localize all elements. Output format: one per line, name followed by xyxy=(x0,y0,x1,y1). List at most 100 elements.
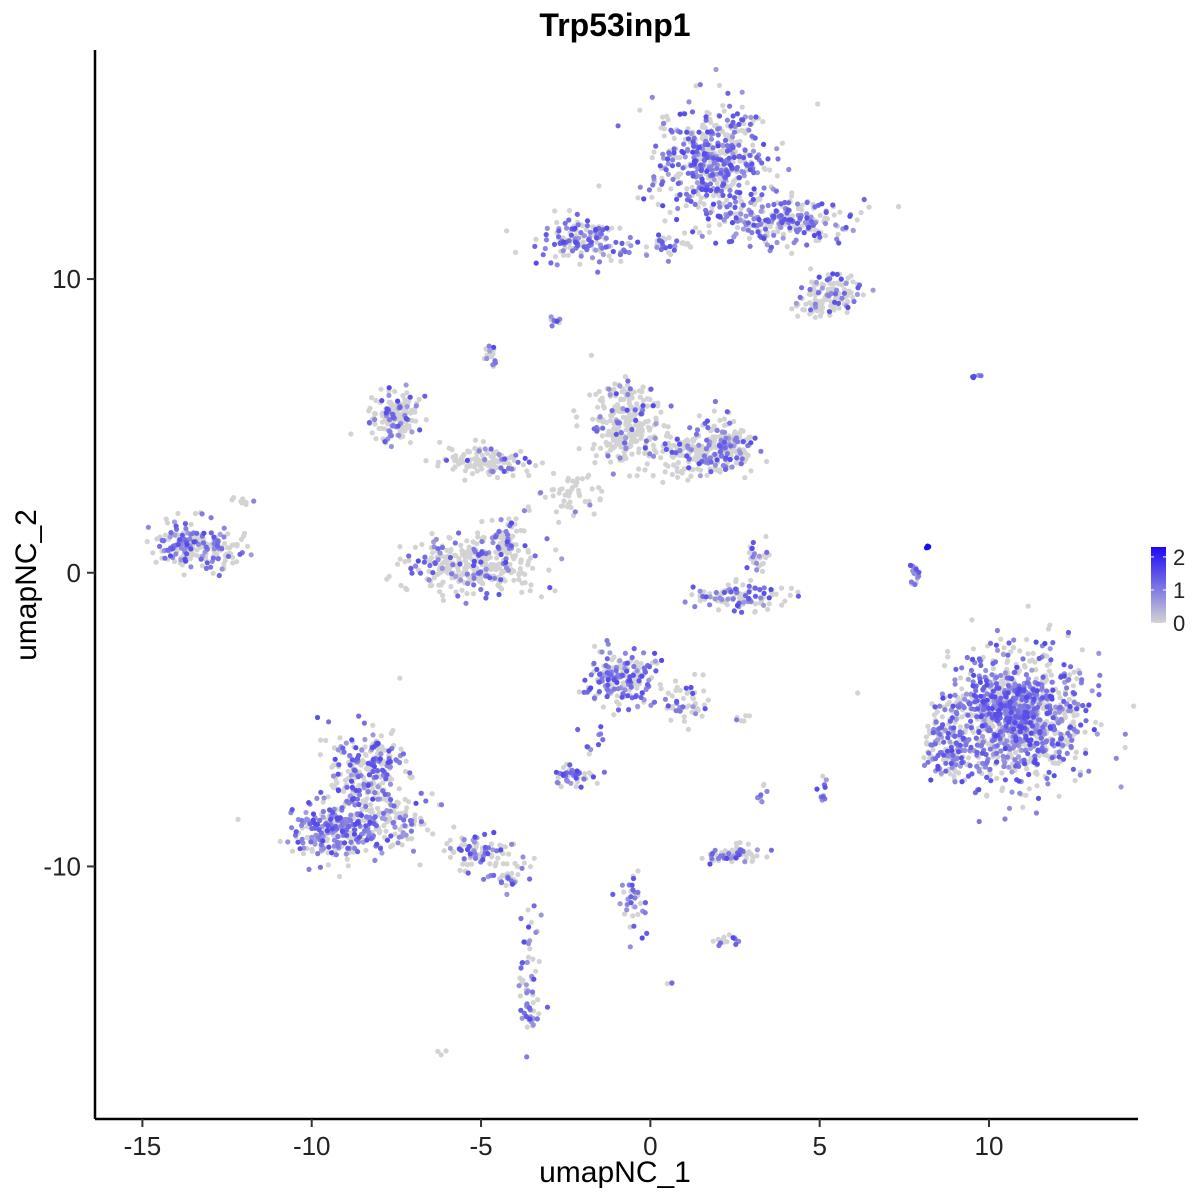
cell-point xyxy=(741,155,747,161)
cell-point xyxy=(1045,626,1052,632)
cell-point xyxy=(622,440,628,446)
cell-point xyxy=(182,521,188,527)
cell-point xyxy=(1094,731,1100,737)
cell-point xyxy=(544,1004,551,1010)
cell-point xyxy=(345,863,351,869)
cell-point xyxy=(596,679,602,685)
cell-point xyxy=(518,559,524,566)
cell-point xyxy=(728,123,734,129)
cell-point xyxy=(694,180,701,186)
cell-point xyxy=(565,478,571,484)
cell-point xyxy=(402,427,408,433)
cell-point xyxy=(715,132,721,138)
cell-point xyxy=(701,589,707,595)
cell-point xyxy=(431,544,437,550)
cell-point xyxy=(675,460,681,466)
cell-point xyxy=(930,730,936,736)
cell-point xyxy=(740,582,746,588)
cell-point xyxy=(495,544,501,550)
cell-point xyxy=(998,695,1004,701)
cell-point xyxy=(222,558,228,564)
cell-point xyxy=(1002,708,1009,714)
cell-point xyxy=(1049,755,1055,761)
cell-point xyxy=(774,146,780,152)
cell-point xyxy=(959,760,965,766)
cell-point xyxy=(489,517,495,523)
cell-point xyxy=(822,233,829,239)
cell-point xyxy=(712,596,718,602)
cell-point xyxy=(447,854,453,860)
cell-point xyxy=(449,447,455,453)
cell-point xyxy=(449,571,455,577)
cell-point xyxy=(430,831,436,837)
cell-point xyxy=(731,195,738,201)
cell-point xyxy=(520,462,527,468)
cell-point xyxy=(221,525,227,531)
cell-point xyxy=(860,292,866,298)
cell-point xyxy=(714,427,720,433)
cell-point xyxy=(642,467,648,473)
cell-point xyxy=(293,829,299,835)
cell-point xyxy=(504,891,510,898)
cell-point xyxy=(1065,730,1071,736)
cell-point xyxy=(144,538,150,545)
cell-point xyxy=(692,604,698,610)
cell-point xyxy=(511,457,517,463)
cell-point xyxy=(717,175,723,181)
cell-point xyxy=(693,431,700,437)
cell-point xyxy=(1009,789,1015,795)
cell-point xyxy=(443,457,450,463)
cell-point xyxy=(305,817,311,823)
cell-point xyxy=(623,435,629,441)
cell-point xyxy=(576,490,582,496)
cell-point xyxy=(518,448,524,454)
cell-point xyxy=(519,1015,525,1021)
cell-point xyxy=(234,559,240,565)
cell-point xyxy=(765,202,771,209)
cell-point xyxy=(932,741,938,747)
cell-point xyxy=(542,494,548,500)
cell-point xyxy=(747,434,754,440)
cell-point xyxy=(600,425,606,431)
cell-point xyxy=(601,405,607,411)
cell-point xyxy=(724,409,730,415)
cell-point xyxy=(380,780,386,786)
cell-point xyxy=(564,225,570,231)
cell-point xyxy=(668,186,674,192)
cell-point xyxy=(970,646,977,652)
cell-point xyxy=(754,154,760,160)
cell-point xyxy=(742,147,748,153)
cell-point xyxy=(726,932,733,938)
cell-point xyxy=(599,488,605,494)
cell-point xyxy=(911,570,917,577)
cell-point xyxy=(534,1016,540,1022)
cell-point xyxy=(797,215,803,221)
cell-point xyxy=(680,165,686,171)
cell-point xyxy=(694,427,701,433)
cell-point xyxy=(498,570,504,577)
cell-point xyxy=(947,771,953,777)
cell-point xyxy=(969,617,975,623)
cell-point xyxy=(526,459,532,465)
cell-point xyxy=(690,704,696,710)
cell-point xyxy=(177,537,183,543)
cell-point xyxy=(789,250,795,256)
cell-point xyxy=(425,827,431,833)
cell-point xyxy=(836,281,842,287)
cell-point xyxy=(721,589,728,596)
cell-point xyxy=(363,823,369,829)
cell-point xyxy=(717,204,723,210)
cell-point xyxy=(633,694,639,700)
cell-point xyxy=(661,133,667,139)
cell-point xyxy=(707,602,713,608)
cell-point xyxy=(746,589,752,595)
cell-point xyxy=(704,472,710,478)
cell-point xyxy=(705,425,711,431)
cell-point xyxy=(687,425,693,431)
cell-point xyxy=(696,413,702,419)
cell-point xyxy=(624,907,630,913)
cell-point xyxy=(398,428,404,435)
cell-point xyxy=(594,428,600,434)
cell-point xyxy=(789,306,795,312)
cell-point xyxy=(943,760,949,766)
